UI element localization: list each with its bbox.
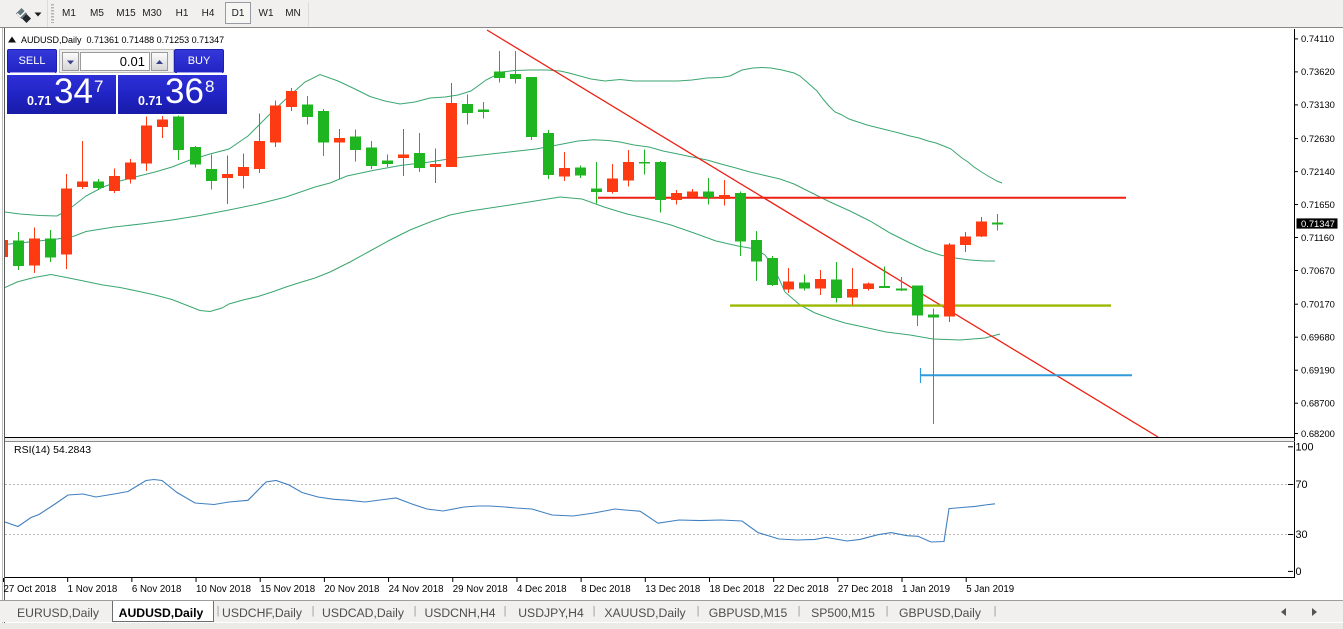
svg-text:0.73620: 0.73620 <box>1301 66 1335 77</box>
svg-text:0.72630: 0.72630 <box>1301 133 1335 144</box>
svg-text:13 Dec 2018: 13 Dec 2018 <box>645 584 700 595</box>
svg-text:10 Nov 2018: 10 Nov 2018 <box>196 584 251 595</box>
svg-text:0.69680: 0.69680 <box>1301 332 1335 343</box>
svg-text:29 Nov 2018: 29 Nov 2018 <box>453 584 508 595</box>
svg-text:0.68200: 0.68200 <box>1301 428 1335 439</box>
svg-text:24 Nov 2018: 24 Nov 2018 <box>389 584 444 595</box>
svg-text:0.71160: 0.71160 <box>1301 232 1334 243</box>
svg-text:RSI(14) 54.2843: RSI(14) 54.2843 <box>14 444 91 456</box>
svg-text:5 Jan 2019: 5 Jan 2019 <box>966 584 1014 595</box>
svg-text:0.71650: 0.71650 <box>1301 199 1335 210</box>
svg-text:27 Dec 2018: 27 Dec 2018 <box>838 584 893 595</box>
svg-text:100: 100 <box>1296 441 1314 453</box>
svg-text:0.72140: 0.72140 <box>1301 166 1335 177</box>
svg-text:0.71347: 0.71347 <box>1301 218 1335 229</box>
svg-text:0.73130: 0.73130 <box>1301 99 1335 110</box>
svg-text:15 Nov 2018: 15 Nov 2018 <box>260 584 315 595</box>
svg-text:27 Oct 2018: 27 Oct 2018 <box>4 584 57 595</box>
svg-text:0.74110: 0.74110 <box>1301 33 1334 44</box>
svg-text:4 Dec 2018: 4 Dec 2018 <box>517 584 567 595</box>
svg-text:70: 70 <box>1296 479 1308 491</box>
svg-text:18 Dec 2018: 18 Dec 2018 <box>709 584 764 595</box>
svg-text:1 Nov 2018: 1 Nov 2018 <box>68 584 118 595</box>
svg-text:22 Dec 2018: 22 Dec 2018 <box>774 584 829 595</box>
svg-text:0.69190: 0.69190 <box>1301 365 1335 376</box>
svg-text:0.70670: 0.70670 <box>1301 265 1335 276</box>
svg-text:0.70170: 0.70170 <box>1301 299 1335 310</box>
svg-text:0.68700: 0.68700 <box>1301 398 1335 409</box>
svg-text:6 Nov 2018: 6 Nov 2018 <box>132 584 182 595</box>
svg-text:0: 0 <box>1296 566 1302 578</box>
svg-text:30: 30 <box>1296 529 1308 541</box>
svg-text:AUDUSD,Daily 0.71361 0.71488: AUDUSD,Daily 0.71361 0.71488 0.71253 0.7… <box>21 35 224 45</box>
svg-text:20 Nov 2018: 20 Nov 2018 <box>324 584 379 595</box>
svg-text:1 Jan 2019: 1 Jan 2019 <box>902 584 950 595</box>
svg-text:8 Dec 2018: 8 Dec 2018 <box>581 584 631 595</box>
